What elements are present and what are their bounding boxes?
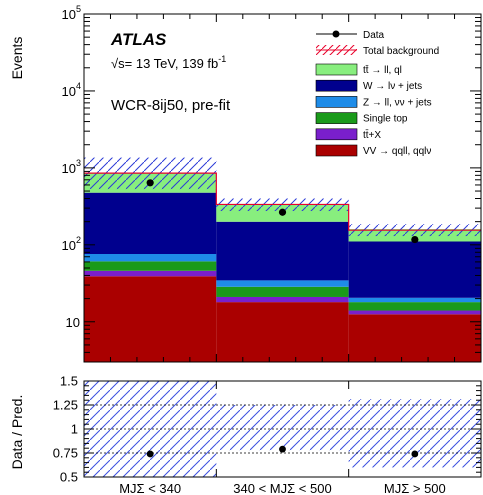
legend-swatch <box>315 128 358 141</box>
bar-segment <box>216 286 349 297</box>
bar-segment <box>348 297 481 303</box>
region-label: WCR-8ij50, pre-fit <box>111 97 231 114</box>
ratio-y-tick-labels: 0.5 0.75 1 1.25 1.5 <box>53 374 78 485</box>
bar-segment <box>348 310 481 315</box>
ratio-data-points <box>146 445 419 458</box>
legend: Data Total background tt̄ → ll, ql W → lν… <box>315 30 439 157</box>
legend-label: tt̄ → ll, ql <box>363 64 402 76</box>
ratio-y-tick-label: 0.75 <box>53 446 78 461</box>
legend-swatch <box>315 112 358 124</box>
main-plot-frame <box>83 13 482 363</box>
x-tick-label: MJΣ < 340 <box>119 481 181 495</box>
legend-swatch <box>315 63 358 76</box>
bar-segment <box>348 302 481 311</box>
ratio-band-segment <box>216 405 349 451</box>
y-tick-label: 103 <box>62 158 81 176</box>
y-tick-label: 102 <box>62 235 81 253</box>
x-tick-label: MJΣ > 500 <box>384 481 446 495</box>
legend-label: Single top <box>363 114 408 125</box>
y-tick-label: 105 <box>62 4 81 22</box>
main-y-tick-labels: 10 102 103 104 105 <box>62 4 81 330</box>
legend-label: tt̄+X <box>363 129 381 141</box>
ratio-ticks <box>83 380 482 478</box>
bar-segment <box>216 296 349 303</box>
bar-segment <box>84 276 217 362</box>
ratio-data-point <box>411 450 419 458</box>
data-point <box>411 235 419 244</box>
main-total-background-line <box>84 172 481 231</box>
bar-segment <box>84 192 217 254</box>
ratio-y-tick-label: 1.5 <box>60 374 78 389</box>
main-data-points <box>146 179 419 244</box>
y-tick-label: 104 <box>62 81 81 99</box>
ratio-y-tick-label: 1 <box>71 422 78 437</box>
x-tick-label: 340 < MJΣ < 500 <box>233 481 331 495</box>
energy-label: √s= 13 TeV, 139 fb-1 <box>111 54 226 71</box>
bar-segment <box>216 280 349 287</box>
bar-segment <box>216 302 349 362</box>
experiment-label: ATLAS <box>110 30 167 49</box>
ratio-data-point <box>146 450 154 458</box>
ratio-y-tick-label: 0.5 <box>60 470 78 485</box>
bar-segment <box>84 253 217 262</box>
main-ticks <box>83 13 482 363</box>
data-point <box>146 179 154 187</box>
ratio-y-axis-title: Data / Pred. <box>9 395 25 470</box>
legend-label: Z → ll, νν + jets <box>363 97 432 108</box>
legend-data-label: Data <box>363 30 385 41</box>
legend-swatch <box>315 144 358 157</box>
bar-segment <box>348 314 481 362</box>
legend-data-marker <box>332 30 340 38</box>
bar-segment <box>348 241 481 298</box>
x-tick-labels: MJΣ < 340 340 < MJΣ < 500 MJΣ > 500 <box>119 481 446 495</box>
bar-segment <box>84 261 217 271</box>
ratio-data-point <box>279 445 286 453</box>
legend-swatch <box>315 96 358 108</box>
ratio-y-tick-label: 1.25 <box>53 398 78 413</box>
legend-total-label: Total background <box>363 46 439 57</box>
main-stacked-bars <box>84 173 481 362</box>
main-y-axis-title: Events <box>9 37 25 80</box>
legend-swatch <box>315 79 358 92</box>
legend-label: W → lν + jets <box>363 81 422 92</box>
total-background-line <box>84 172 481 231</box>
bar-segment <box>84 270 217 277</box>
legend-label: VV → qqll, qqlν <box>363 146 431 157</box>
y-tick-label: 10 <box>66 315 80 330</box>
bar-segment <box>216 221 349 281</box>
ratio-band-segment <box>84 381 217 477</box>
data-point <box>278 208 287 216</box>
